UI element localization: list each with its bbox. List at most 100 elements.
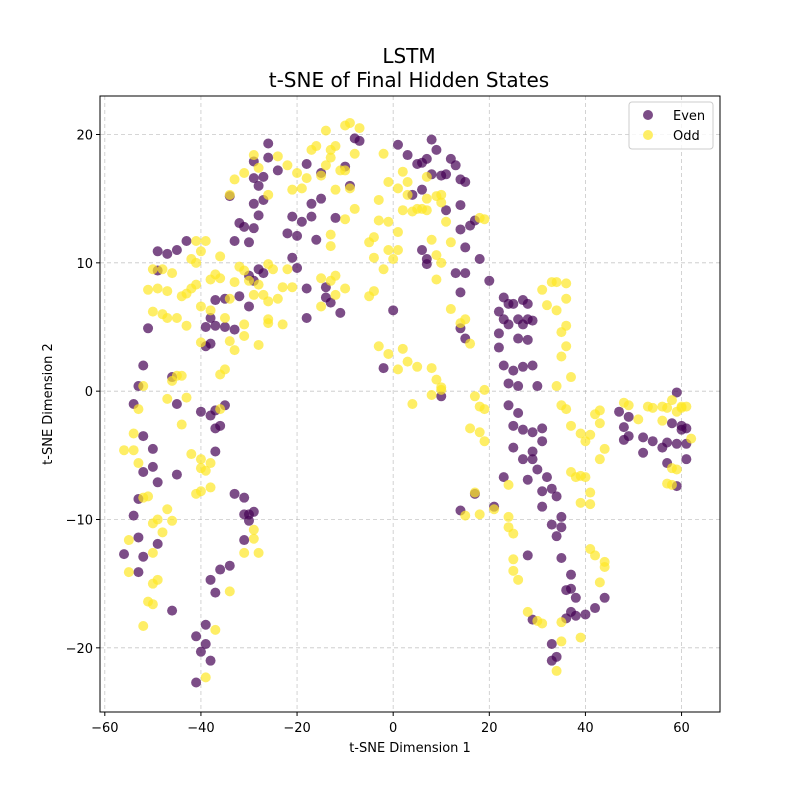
data-point-even bbox=[296, 216, 307, 227]
data-point-odd bbox=[373, 215, 384, 226]
data-point-even bbox=[508, 298, 519, 309]
axis-ticks: −60 −40 −20 0 20 40 60 −20 −10 0 10 20 bbox=[66, 129, 690, 737]
data-point-odd bbox=[205, 482, 216, 493]
data-point-odd bbox=[138, 381, 149, 392]
data-point-odd bbox=[556, 400, 567, 411]
data-point-even bbox=[647, 436, 658, 447]
data-point-odd bbox=[344, 117, 355, 128]
data-point-even bbox=[152, 246, 163, 257]
data-point-odd bbox=[219, 313, 230, 324]
data-point-even bbox=[498, 472, 509, 483]
data-point-odd bbox=[551, 665, 562, 676]
data-point-even bbox=[316, 193, 327, 204]
data-point-even bbox=[517, 454, 528, 465]
y-tick-label: 0 bbox=[85, 385, 93, 400]
data-point-even bbox=[450, 268, 461, 279]
data-point-even bbox=[195, 646, 206, 657]
data-point-even bbox=[234, 218, 245, 229]
data-point-odd bbox=[460, 314, 471, 325]
data-point-even bbox=[599, 592, 610, 603]
data-point-odd bbox=[176, 419, 187, 430]
data-point-odd bbox=[666, 479, 677, 490]
data-point-even bbox=[513, 407, 524, 418]
data-point-even bbox=[503, 319, 514, 330]
data-point-even bbox=[181, 236, 192, 247]
data-point-even bbox=[239, 492, 250, 503]
data-point-odd bbox=[239, 265, 250, 276]
data-point-even bbox=[503, 378, 514, 389]
data-point-even bbox=[128, 510, 139, 521]
data-point-even bbox=[570, 610, 581, 621]
data-point-even bbox=[205, 655, 216, 666]
data-point-even bbox=[152, 477, 163, 488]
plot-area-frame bbox=[99, 95, 721, 713]
data-point-odd bbox=[191, 279, 202, 290]
data-point-odd bbox=[147, 547, 158, 558]
data-point-odd bbox=[594, 577, 605, 588]
data-point-odd bbox=[268, 264, 279, 275]
data-point-even bbox=[460, 268, 471, 279]
data-point-odd bbox=[392, 227, 403, 238]
data-point-odd bbox=[239, 330, 250, 341]
data-point-odd bbox=[551, 381, 562, 392]
data-point-even bbox=[532, 464, 543, 475]
data-point-odd bbox=[585, 487, 596, 498]
data-point-odd bbox=[508, 554, 519, 565]
data-point-odd bbox=[431, 250, 442, 261]
data-point-even bbox=[248, 223, 259, 234]
data-point-even bbox=[517, 361, 528, 372]
data-point-even bbox=[301, 159, 312, 170]
data-point-odd bbox=[181, 320, 192, 331]
data-point-odd bbox=[407, 399, 418, 409]
data-point-even bbox=[441, 205, 452, 216]
data-point-even bbox=[119, 549, 130, 560]
data-point-even bbox=[417, 184, 428, 195]
data-point-odd bbox=[253, 162, 264, 173]
data-point-even bbox=[503, 400, 514, 411]
data-point-odd bbox=[143, 284, 154, 295]
data-point-even bbox=[152, 538, 163, 549]
data-point-odd bbox=[272, 293, 283, 304]
data-point-even bbox=[258, 171, 269, 182]
data-point-odd bbox=[465, 338, 476, 349]
data-point-odd bbox=[282, 264, 293, 275]
chart-title-line-2: t-SNE of Final Hidden States bbox=[269, 68, 549, 92]
data-point-even bbox=[527, 454, 538, 465]
data-point-odd bbox=[508, 528, 519, 539]
data-point-odd bbox=[378, 148, 389, 159]
data-point-odd bbox=[195, 246, 206, 257]
data-point-odd bbox=[479, 214, 490, 225]
data-point-odd bbox=[330, 270, 341, 281]
data-point-even bbox=[421, 153, 432, 164]
data-point-even bbox=[618, 422, 629, 433]
data-point-odd bbox=[383, 176, 394, 187]
data-point-even bbox=[229, 488, 240, 499]
data-point-even bbox=[537, 436, 548, 447]
data-point-even bbox=[191, 631, 202, 642]
data-point-odd bbox=[191, 257, 202, 268]
data-point-odd bbox=[119, 445, 130, 456]
data-point-odd bbox=[537, 284, 548, 295]
data-point-odd bbox=[215, 404, 226, 415]
data-point-even bbox=[320, 292, 331, 303]
data-point-even bbox=[248, 173, 259, 184]
data-point-even bbox=[219, 322, 230, 332]
data-point-odd bbox=[561, 320, 572, 331]
data-point-odd bbox=[239, 547, 250, 558]
data-point-even bbox=[200, 638, 211, 649]
data-point-even bbox=[551, 531, 562, 542]
data-point-even bbox=[681, 454, 692, 465]
data-point-odd bbox=[397, 205, 408, 216]
data-point-odd bbox=[152, 514, 163, 525]
data-point-odd bbox=[368, 252, 379, 263]
data-point-odd bbox=[474, 509, 485, 520]
data-point-even bbox=[527, 315, 538, 326]
data-point-odd bbox=[277, 319, 288, 330]
data-point-odd bbox=[431, 274, 442, 285]
data-point-odd bbox=[402, 356, 413, 367]
data-point-odd bbox=[205, 458, 216, 469]
data-point-odd bbox=[181, 392, 192, 403]
data-point-even bbox=[200, 619, 211, 630]
data-point-odd bbox=[195, 337, 206, 348]
